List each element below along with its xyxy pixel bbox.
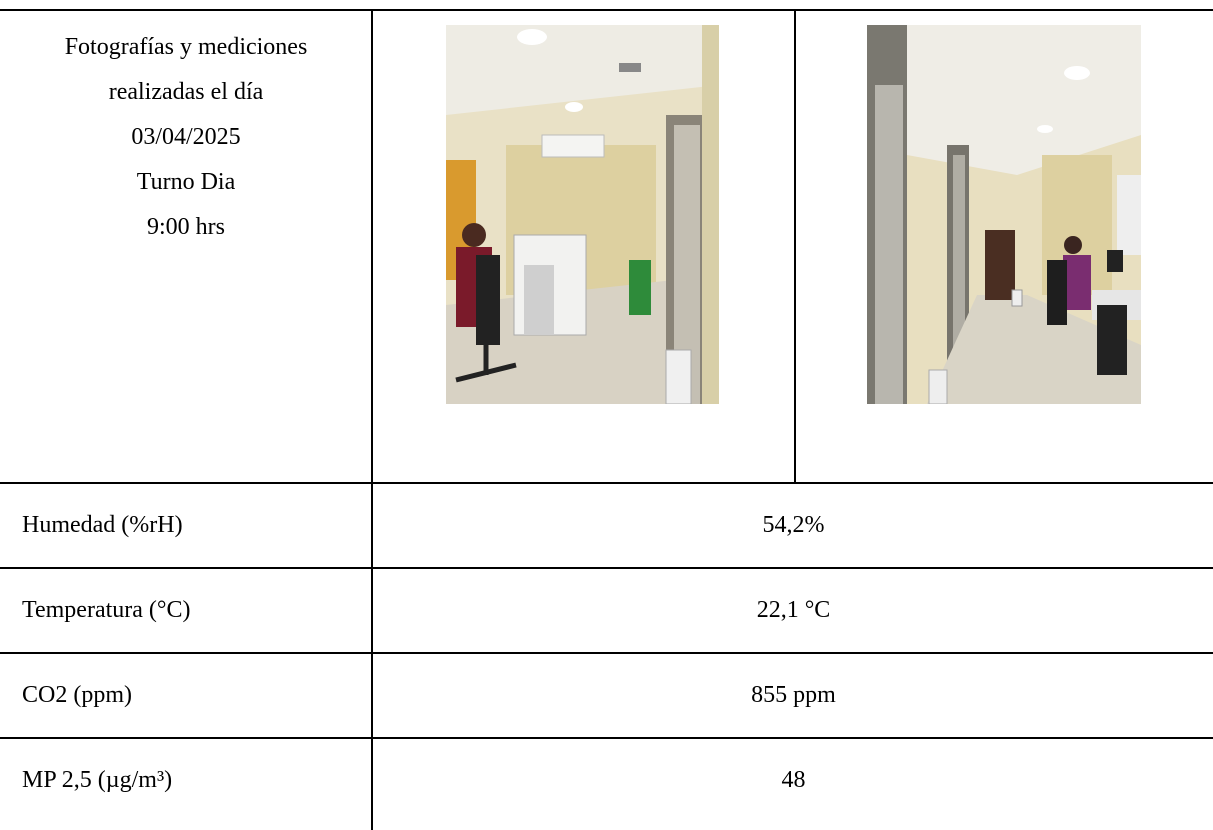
row-label: Humedad (%rH): [22, 512, 183, 538]
header-text: 9:00 hrs: [147, 214, 225, 240]
header-text: realizadas el día: [108, 79, 264, 105]
table-border: [0, 482, 1213, 484]
header-text: 03/04/2025: [131, 124, 241, 150]
row-value: 22,1 °C: [756, 597, 831, 623]
table-border: [0, 737, 1213, 739]
table-border: [794, 9, 796, 484]
header-text: Turno Dia: [136, 169, 236, 195]
row-value: 48: [781, 767, 806, 793]
photo: [446, 25, 719, 404]
row-label: CO2 (ppm): [22, 682, 132, 708]
row-value: 54,2%: [762, 512, 825, 538]
table-border: [0, 9, 1213, 11]
photo: [867, 25, 1141, 404]
row-label: MP 2,5 (µg/m³): [22, 767, 173, 793]
table-border: [371, 9, 373, 830]
header-text: Fotografías y mediciones: [64, 34, 308, 60]
row-value: 855 ppm: [751, 682, 836, 708]
table-border: [0, 567, 1213, 569]
row-label: Temperatura (°C): [22, 597, 191, 623]
table-border: [0, 652, 1213, 654]
